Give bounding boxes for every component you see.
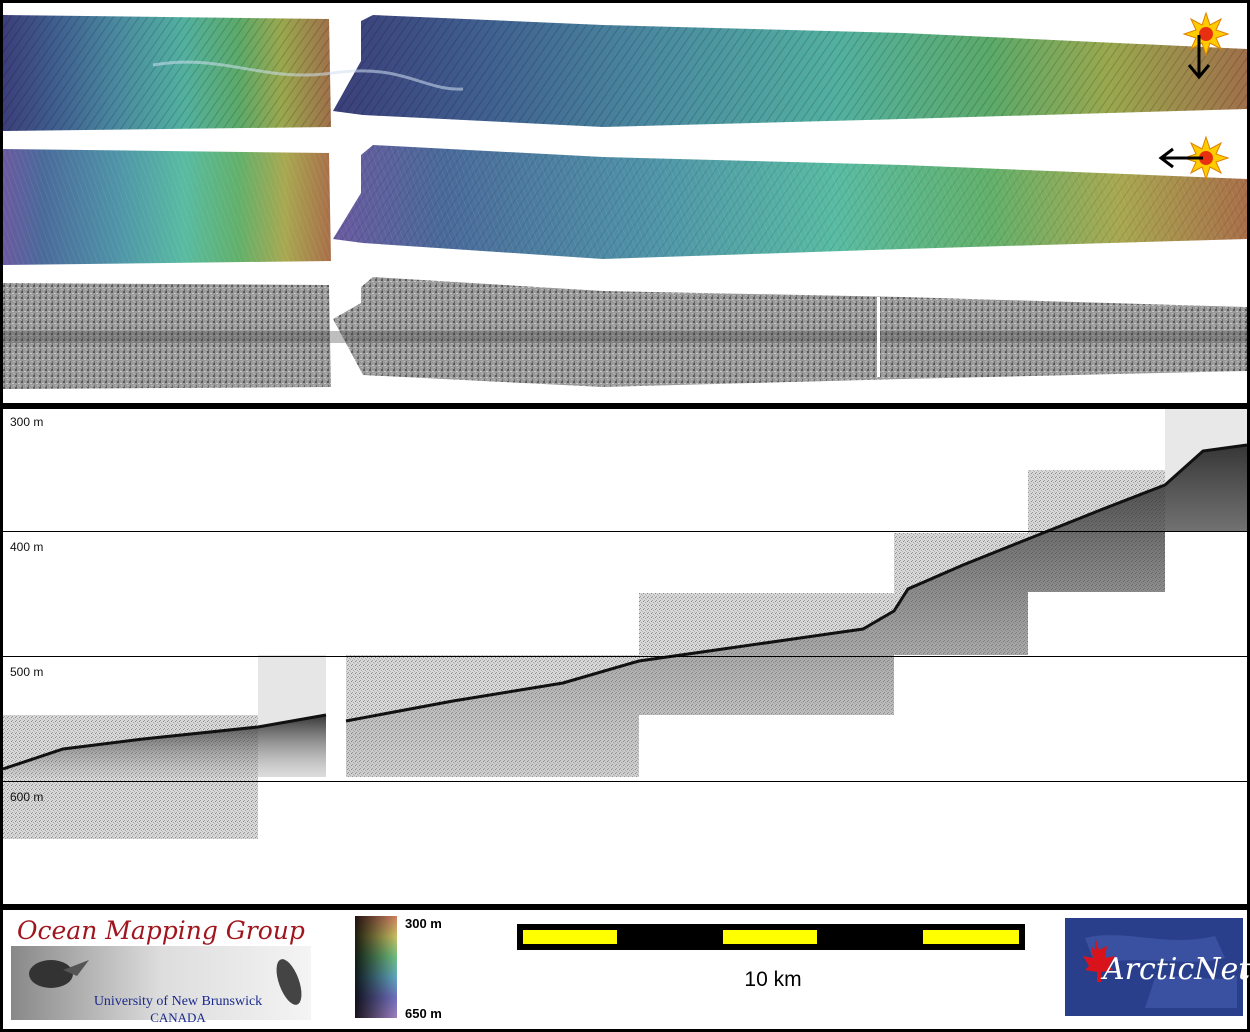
depth-gridline [3,531,1247,532]
depth-gridline [3,781,1247,782]
omg-university: University of New Brunswick [93,994,263,1009]
subbottom-profile [3,409,1247,839]
relief-swath-north-illumination [3,15,1247,131]
depth-label-500: 500 m [10,665,44,679]
omg-title: Ocean Mapping Group [17,916,305,945]
seafloor-reflector [3,713,327,771]
arcticnet-logo [1065,918,1243,1016]
maple-leaf-icon [1083,936,1115,982]
omg-country: CANADA [150,1010,206,1025]
legend-top-label: 300 m [405,916,442,931]
subsurface-shading [346,445,1247,777]
arrow-left-icon [1158,147,1203,169]
subbottom-profile-panel: 300 m 400 m 500 m 600 m [3,409,1247,904]
sun-icon [1182,11,1230,57]
swath-imagery [3,11,1247,389]
seafloor-reflector [345,443,1247,723]
footer-panel: Ocean Mapping Group University of New Br… [3,910,1250,1029]
depth-label-400: 400 m [10,540,44,554]
legend-bottom-label: 650 m [405,1006,442,1021]
swath-imagery-panel [3,3,1247,403]
relief-swath-east-illumination [3,145,1247,265]
subsurface-shading [3,715,326,777]
sun-icon [1182,135,1230,181]
omg-logo-graphic [11,946,311,1020]
depth-label-600: 600 m [10,790,44,804]
arcticnet-text: ArcticNet [1103,952,1250,987]
depth-label-300: 300 m [10,415,44,429]
depth-gridline [3,656,1247,657]
arrow-down-icon [1187,35,1211,80]
scale-bar-label: 10 km [744,968,802,991]
scale-bar [517,924,1025,950]
backscatter-swath [3,277,1247,389]
depth-color-legend [355,916,397,1018]
